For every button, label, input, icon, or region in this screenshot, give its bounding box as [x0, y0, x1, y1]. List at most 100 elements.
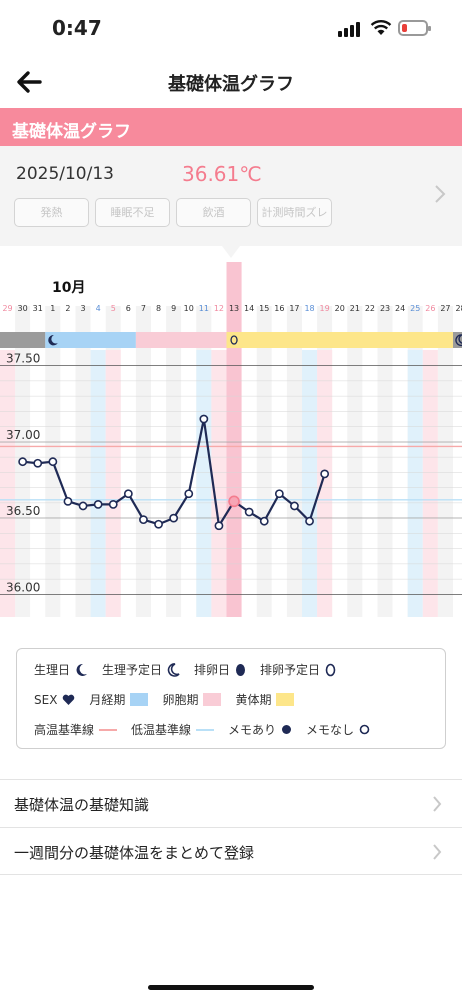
legend-ovulation: 排卵日 [194, 661, 246, 678]
data-point [139, 515, 148, 525]
tag-time-shift[interactable]: 計測時間ズレ [257, 198, 332, 227]
legend-follicular: 卵胞期 [162, 691, 222, 708]
legend-menstrual: 月経期 [89, 691, 149, 708]
data-point [290, 501, 299, 511]
column-bg [60, 306, 76, 617]
column-bg [256, 306, 272, 617]
column-bg [241, 306, 257, 617]
x-tick-label: 28 [455, 304, 462, 313]
menu-bbt-basics-label: 基礎体温の基礎知識 [14, 796, 150, 814]
legend-no-memo: メモなし [306, 721, 370, 738]
moon-filled-icon [48, 334, 58, 346]
legend-period: 生理日 [34, 661, 88, 678]
x-tick-label: 13 [229, 304, 239, 313]
x-tick-label: 26 [425, 304, 435, 313]
wifi-icon [370, 20, 392, 35]
legend-high-baseline: 高温基準線 [34, 721, 118, 738]
x-tick-label: 27 [440, 304, 450, 313]
data-point [93, 499, 103, 509]
selected-data-point [228, 495, 240, 508]
page-title: 基礎体温グラフ [168, 74, 294, 95]
x-tick-label: 17 [289, 304, 299, 313]
data-point [169, 513, 179, 523]
x-tick-label: 16 [274, 304, 284, 313]
column-bg [392, 306, 408, 617]
data-point [63, 496, 73, 506]
x-tick-label: 2 [65, 304, 70, 313]
y-tick-label: 36.50 [6, 504, 40, 518]
column-bg [135, 306, 151, 617]
section-header: 基礎体温グラフ [0, 108, 462, 146]
sunday-stripe [211, 350, 227, 617]
legend-with-memo: メモあり [228, 721, 292, 738]
x-tick-label: 19 [320, 304, 330, 313]
status-bar: 0:47 [0, 0, 462, 56]
day-detail-panel[interactable]: 2025/10/13 36.61℃ 発熱 睡眠不足 飲酒 計測時間ズレ [0, 146, 462, 246]
x-tick-label: 29 [2, 304, 12, 313]
sunday-stripe [0, 350, 16, 617]
moon-outline-icon [455, 334, 462, 347]
column-bg [271, 306, 287, 617]
selection-pointer [222, 246, 240, 258]
selected-day-column [226, 262, 242, 617]
data-point [259, 516, 269, 526]
saturday-stripe [407, 350, 423, 617]
egg-filled-icon [236, 663, 246, 676]
column-bg [347, 306, 363, 617]
x-tick-label: 22 [365, 304, 375, 313]
chevron-right-icon [433, 796, 442, 812]
data-point [154, 519, 163, 529]
moon-outline-icon [167, 662, 180, 677]
legend-sex: SEX [34, 693, 75, 707]
selected-date: 2025/10/13 [16, 164, 114, 184]
data-point [123, 489, 133, 499]
legend-expected-ovulation: 排卵予定日 [260, 661, 336, 678]
data-point [78, 501, 88, 511]
back-button[interactable] [14, 68, 46, 96]
x-tick-label: 8 [156, 304, 161, 313]
data-point [33, 458, 43, 468]
x-tick-label: 4 [96, 304, 101, 313]
condition-tags: 発熱 睡眠不足 飲酒 計測時間ズレ [14, 198, 332, 227]
legend-luteal: 黄体期 [235, 691, 295, 708]
column-bg [286, 306, 302, 617]
data-point [244, 507, 254, 517]
phase-band [0, 332, 46, 348]
nav-bar: 基礎体温グラフ [0, 56, 462, 108]
x-tick-label: 9 [171, 304, 176, 313]
saturday-stripe [302, 350, 318, 617]
chevron-right-icon [433, 844, 442, 860]
data-point [48, 457, 58, 467]
tag-fever[interactable]: 発熱 [14, 198, 89, 227]
data-point [214, 521, 224, 531]
sunday-stripe [317, 350, 333, 617]
column-bg [166, 306, 182, 617]
sunday-stripe [422, 350, 438, 617]
x-tick-label: 11 [199, 304, 209, 313]
tag-drinking[interactable]: 飲酒 [176, 198, 251, 227]
selected-temperature: 36.61℃ [182, 162, 262, 186]
bbt-chart[interactable]: 10月 29 30 31 1 2 3 4 5 6 7 8 9 10 11 12 13 14 15 16 17 18 19 20… [0, 262, 462, 620]
column-bg [332, 306, 348, 617]
signal-icon [338, 22, 360, 37]
menu-weekly-register[interactable]: 一週間分の基礎体温をまとめて登録 [0, 827, 462, 875]
x-tick-label: 23 [380, 304, 390, 313]
phase-band [45, 332, 136, 348]
tag-lack-of-sleep[interactable]: 睡眠不足 [95, 198, 170, 227]
x-tick-label: 15 [259, 304, 269, 313]
x-tick-label: 3 [81, 304, 86, 313]
menu-bbt-basics[interactable]: 基礎体温の基礎知識 [0, 779, 462, 827]
x-tick-label: 21 [350, 304, 360, 313]
data-point [184, 489, 194, 499]
column-bg [453, 306, 462, 617]
x-tick-label: 10 [184, 304, 194, 313]
arrow-left-icon [17, 71, 42, 93]
column-bg [151, 306, 167, 617]
egg-outline-icon [230, 335, 238, 345]
x-tick-label: 7 [141, 304, 146, 313]
x-tick-label: 20 [335, 304, 345, 313]
column-bg [437, 306, 453, 617]
x-tick-label: 6 [126, 304, 131, 313]
battery-icon [398, 20, 431, 36]
x-tick-label: 24 [395, 304, 405, 313]
